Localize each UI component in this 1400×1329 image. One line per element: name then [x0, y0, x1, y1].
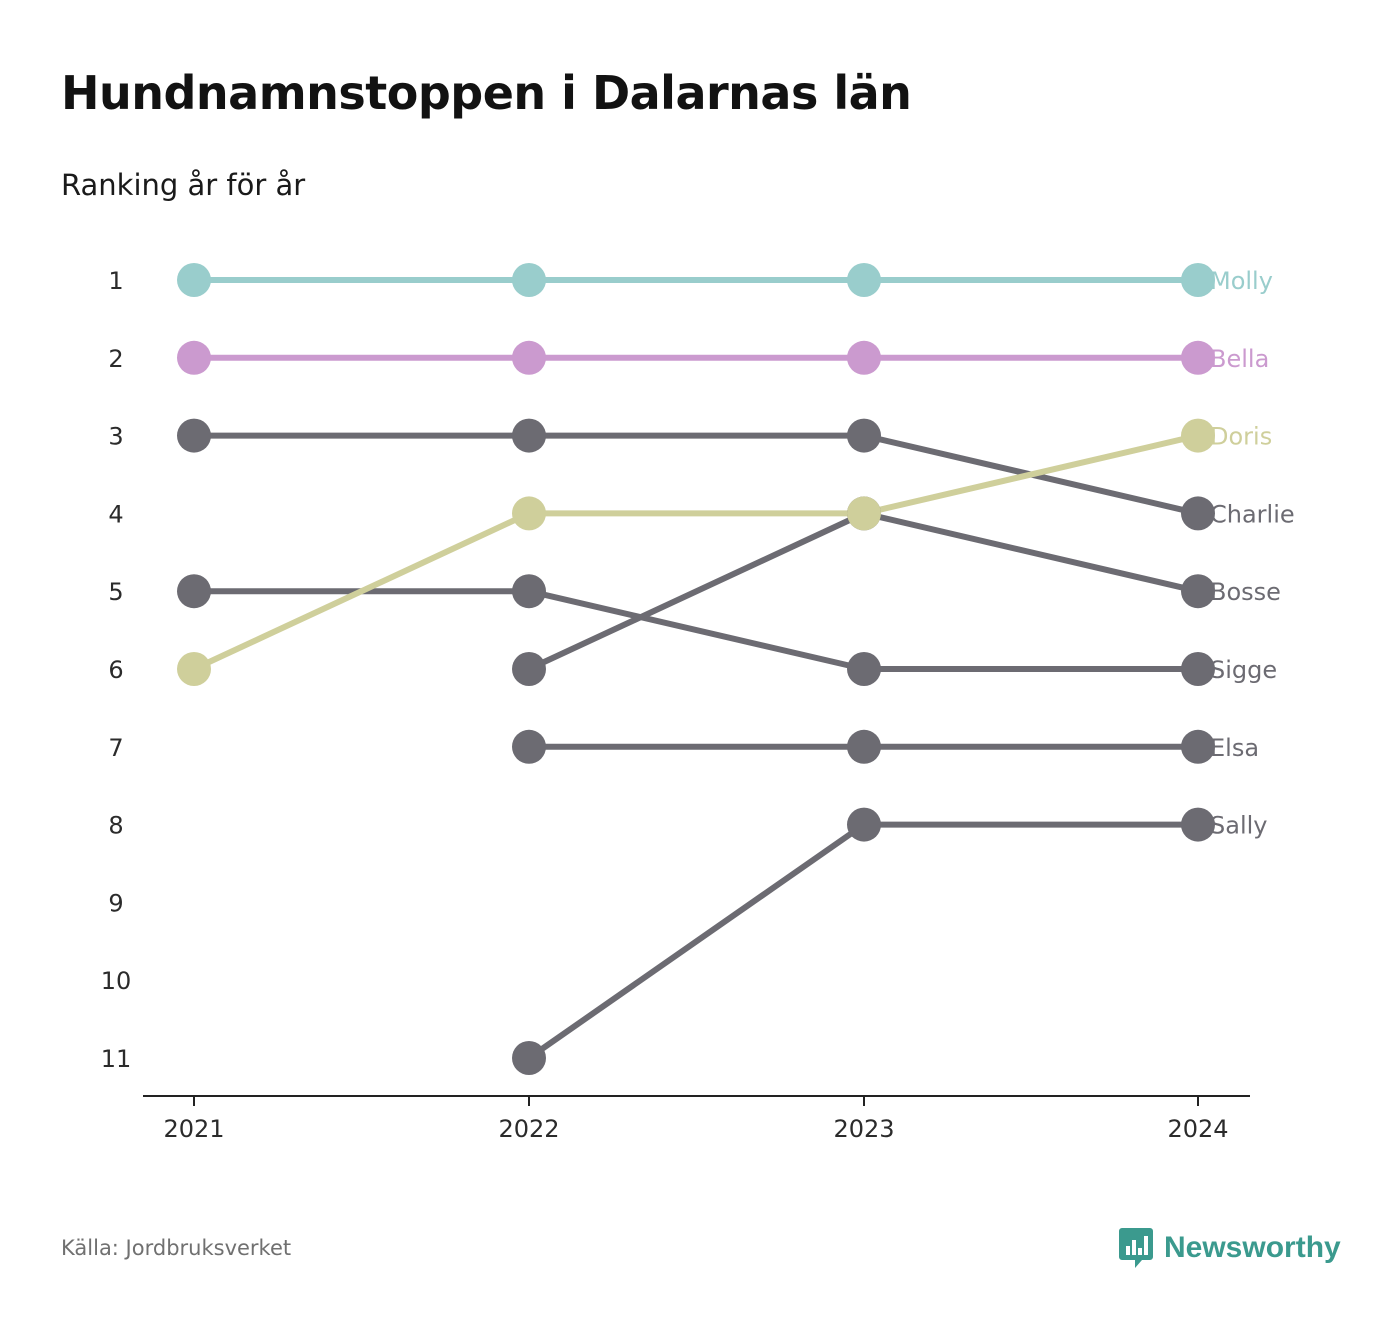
point-sigge [512, 574, 546, 609]
y-tick-label: 3 [108, 423, 123, 451]
point-molly [512, 263, 546, 297]
series-lines [192, 277, 1199, 1061]
end-labels: Charlie Bosse Sigge Elsa Sally Molly Bella Dori… [1210, 267, 1295, 840]
point-bella [512, 340, 546, 375]
brand-name: Newsworthy [1164, 1231, 1341, 1264]
y-tick-label: 4 [108, 500, 123, 528]
bump-chart: 1 2 3 4 5 6 7 8 9 10 11 2021 2022 2023 2024 Charlie Bo… [101, 263, 1295, 1143]
point-charlie [177, 418, 211, 453]
point-bella [177, 340, 211, 375]
end-label-sally: Sally [1210, 812, 1267, 840]
chart-subtitle: Ranking år för år [61, 168, 306, 202]
point-sally [847, 807, 881, 842]
brand-logo: Newsworthy [1118, 1226, 1341, 1270]
end-label-sigge: Sigge [1210, 656, 1277, 684]
point-sigge [847, 652, 881, 686]
newsworthy-icon [1119, 1228, 1153, 1268]
end-label-charlie: Charlie [1210, 500, 1295, 528]
point-sally [512, 1041, 546, 1075]
point-charlie [1181, 496, 1215, 531]
y-tick-label: 11 [101, 1045, 132, 1073]
point-doris [512, 496, 546, 531]
point-doris [847, 496, 881, 531]
point-charlie [847, 418, 881, 453]
end-label-elsa: Elsa [1210, 734, 1259, 762]
point-elsa [512, 729, 546, 764]
x-tick-label: 2024 [1167, 1115, 1228, 1143]
source-note: Källa: Jordbruksverket [61, 1236, 292, 1260]
point-bosse [1181, 574, 1215, 609]
series-line-doris [192, 432, 1199, 672]
x-tick-label: 2023 [833, 1115, 894, 1143]
point-doris [177, 652, 211, 686]
end-label-doris: Doris [1210, 423, 1272, 451]
x-tick-label: 2021 [163, 1115, 224, 1143]
series-line-charlie [194, 432, 1199, 517]
series-line-sally [527, 821, 1198, 1061]
point-bella [847, 340, 881, 375]
end-label-molly: Molly [1210, 267, 1273, 295]
point-elsa [1181, 729, 1215, 764]
point-elsa [847, 729, 881, 764]
point-sigge [1181, 652, 1215, 686]
y-tick-label: 2 [108, 345, 123, 373]
point-sally [1181, 807, 1215, 842]
point-molly [1181, 263, 1215, 297]
point-bosse [512, 652, 546, 686]
y-axis-ticks: 1 2 3 4 5 6 7 8 9 10 11 [101, 267, 132, 1073]
y-tick-label: 5 [108, 578, 123, 606]
series-line-sigge [194, 588, 1198, 672]
end-label-bella: Bella [1210, 345, 1269, 373]
y-tick-label: 8 [108, 812, 123, 840]
point-charlie [512, 418, 546, 453]
chart-title: Hundnamnstoppen i Dalarnas län [61, 66, 912, 120]
y-tick-label: 10 [101, 967, 132, 995]
point-molly [177, 263, 211, 297]
series-points [177, 263, 1215, 1075]
y-tick-label: 1 [108, 267, 123, 295]
point-doris [1181, 418, 1215, 453]
point-molly [847, 263, 881, 297]
series-line-bosse [527, 510, 1199, 672]
point-bella [1181, 340, 1215, 375]
y-tick-label: 9 [108, 889, 123, 917]
y-tick-label: 6 [108, 656, 123, 684]
y-tick-label: 7 [108, 734, 123, 762]
end-label-bosse: Bosse [1210, 578, 1281, 606]
x-axis-ticks: 2021 2022 2023 2024 [163, 1096, 1229, 1143]
point-sigge [177, 574, 211, 609]
x-tick-label: 2022 [498, 1115, 559, 1143]
